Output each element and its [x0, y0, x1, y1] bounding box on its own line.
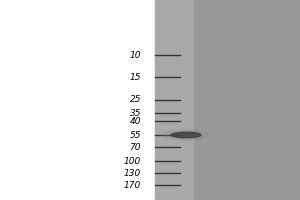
- Text: 25: 25: [130, 96, 141, 104]
- Bar: [194, 0, 300, 200]
- Text: 170: 170: [124, 180, 141, 190]
- Text: 35: 35: [130, 108, 141, 117]
- Text: 70: 70: [130, 142, 141, 152]
- Text: 55: 55: [130, 130, 141, 140]
- Ellipse shape: [164, 130, 208, 140]
- Text: 40: 40: [130, 116, 141, 126]
- Text: 100: 100: [124, 156, 141, 166]
- Ellipse shape: [171, 132, 201, 138]
- Text: 130: 130: [124, 168, 141, 178]
- Text: 10: 10: [130, 50, 141, 60]
- Text: 15: 15: [130, 72, 141, 82]
- Bar: [154, 0, 300, 200]
